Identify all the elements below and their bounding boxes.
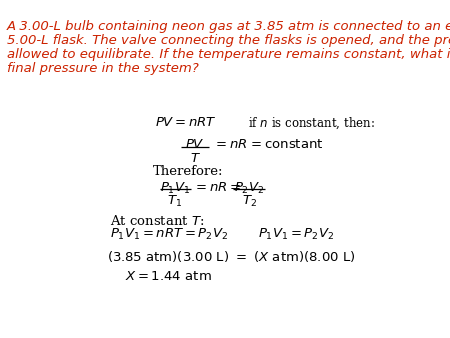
Text: $T_1$: $T_1$ [167,194,183,209]
Text: $(3.85\ \mathrm{atm})(3.00\ \mathrm{L})\ =\ (X\ \mathrm{atm})(8.00\ \mathrm{L})$: $(3.85\ \mathrm{atm})(3.00\ \mathrm{L})\… [107,249,356,264]
Text: $PV$: $PV$ [185,138,205,151]
Text: $= \mathrm{constant}$: $= \mathrm{constant}$ [248,138,324,151]
Text: $PV = nRT$: $PV = nRT$ [155,116,217,129]
Text: $= nR =$: $= nR =$ [193,181,241,194]
Text: A 3.00-L bulb containing neon gas at 3.85 atm is connected to an evacuated: A 3.00-L bulb containing neon gas at 3.8… [7,20,450,33]
Text: 5.00-L flask. The valve connecting the flasks is opened, and the pressure is: 5.00-L flask. The valve connecting the f… [7,34,450,47]
Text: $T_2$: $T_2$ [242,194,256,209]
Text: $P_1V_1 = nRT = P_2V_2$: $P_1V_1 = nRT = P_2V_2$ [110,227,228,242]
Text: $P_2V_2$: $P_2V_2$ [234,181,264,196]
Text: At constant $T$:: At constant $T$: [110,214,204,228]
Text: Therefore:: Therefore: [153,165,224,178]
Text: $X = 1.44\ \mathrm{atm}$: $X = 1.44\ \mathrm{atm}$ [125,270,212,283]
Text: $T$: $T$ [189,152,201,165]
Text: $= nR$: $= nR$ [213,138,248,151]
Text: $P_1V_1$: $P_1V_1$ [160,181,190,196]
Text: if $n$ is constant, then:: if $n$ is constant, then: [248,116,375,131]
Text: allowed to equilibrate. If the temperature remains constant, what is the: allowed to equilibrate. If the temperatu… [7,48,450,61]
Text: final pressure in the system?: final pressure in the system? [7,62,199,75]
Text: $P_1V_1 = P_2V_2$: $P_1V_1 = P_2V_2$ [258,227,334,242]
